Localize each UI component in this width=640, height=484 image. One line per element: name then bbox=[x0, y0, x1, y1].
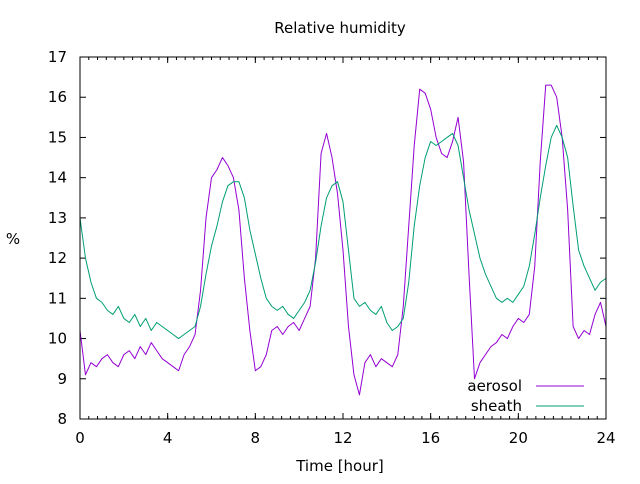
chart-title: Relative humidity bbox=[274, 19, 406, 37]
y-tick-label: 9 bbox=[57, 370, 67, 388]
y-tick-label: 11 bbox=[48, 289, 67, 307]
x-tick-label: 8 bbox=[251, 429, 261, 447]
y-tick-label: 13 bbox=[48, 209, 67, 227]
y-axis-label: % bbox=[6, 230, 20, 248]
x-tick-label: 4 bbox=[163, 429, 173, 447]
x-axis-label: Time [hour] bbox=[295, 457, 384, 475]
series-line-aerosol bbox=[79, 84, 607, 396]
series-line-sheath bbox=[79, 124, 607, 340]
y-tick-label: 14 bbox=[48, 169, 67, 187]
x-tick-label: 16 bbox=[421, 429, 440, 447]
x-tick-label: 0 bbox=[75, 429, 85, 447]
y-tick-label: 12 bbox=[48, 249, 67, 267]
y-tick-label: 10 bbox=[48, 330, 67, 348]
plot-frame bbox=[79, 56, 607, 420]
y-tick-label: 16 bbox=[48, 88, 67, 106]
y-tick-label: 8 bbox=[57, 410, 67, 428]
legend-label-aerosol: aerosol bbox=[467, 377, 522, 395]
x-tick-label: 24 bbox=[596, 429, 615, 447]
y-tick-label: 15 bbox=[48, 128, 67, 146]
x-tick-label: 12 bbox=[333, 429, 352, 447]
series-layer bbox=[79, 84, 607, 396]
y-tick-label: 17 bbox=[48, 48, 67, 66]
legend: aerosol sheath bbox=[467, 377, 584, 415]
legend-label-sheath: sheath bbox=[471, 397, 522, 415]
x-tick-label: 20 bbox=[509, 429, 528, 447]
